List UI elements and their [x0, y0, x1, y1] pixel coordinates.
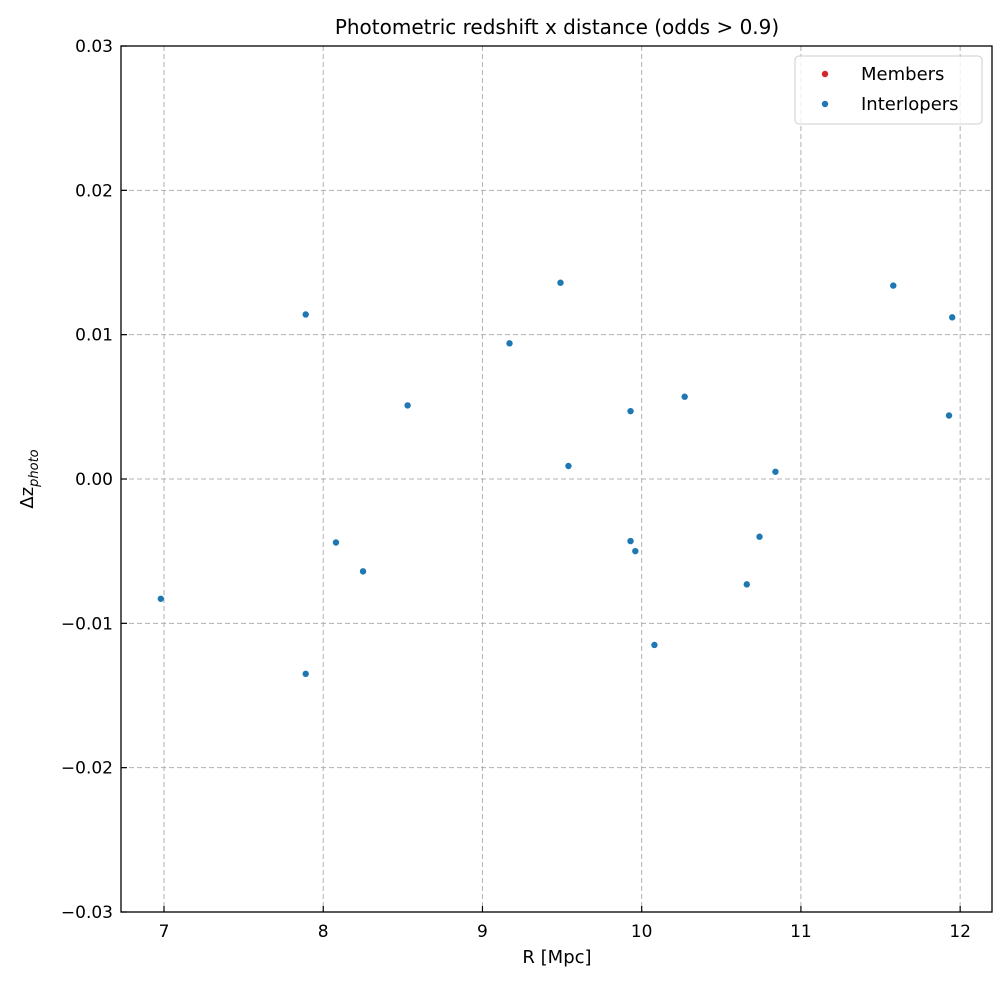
point-interlopers-1 [302, 311, 309, 318]
point-interlopers-8 [565, 462, 572, 470]
data-points [157, 279, 956, 678]
y-axis-label-base: Δz [17, 487, 38, 509]
y-tick-label: −0.02 [61, 759, 113, 779]
point-interlopers-19 [948, 314, 956, 321]
point-interlopers-12 [651, 641, 658, 649]
point-interlopers-13 [681, 393, 688, 400]
point-interlopers-10 [627, 537, 634, 545]
x-tick-label: 10 [631, 922, 653, 942]
y-tick-label: −0.03 [61, 903, 113, 923]
legend-marker-interlopers [821, 100, 829, 108]
legend-label-members: Members [861, 64, 944, 85]
y-axis-label-subscript: photo [27, 449, 42, 488]
point-interlopers-16 [772, 468, 779, 475]
point-interlopers-17 [890, 282, 897, 289]
x-tick-label: 12 [949, 922, 971, 942]
legend: Members Interlopers [794, 55, 983, 125]
point-interlopers-15 [756, 533, 763, 540]
point-interlopers-0 [157, 595, 165, 602]
chart-title: Photometric redshift x distance (odds > … [335, 15, 779, 39]
point-interlopers-11 [632, 547, 639, 555]
y-axis-label: Δzphoto [17, 449, 42, 508]
x-tick-label: 8 [318, 922, 329, 942]
x-tick-label: 7 [159, 922, 170, 942]
y-tick-label: 0.02 [75, 181, 113, 201]
grid-lines [121, 45, 992, 913]
point-interlopers-9 [627, 407, 634, 415]
legend-label-interlopers: Interlopers [861, 94, 959, 115]
legend-marker-members [821, 70, 829, 78]
legend-box [794, 55, 983, 125]
y-tick-label: 0.01 [75, 326, 113, 346]
point-interlopers-6 [506, 340, 513, 347]
point-interlopers-14 [743, 581, 750, 588]
x-tick-label: 9 [477, 922, 488, 942]
point-interlopers-3 [332, 539, 340, 546]
point-interlopers-5 [404, 402, 411, 409]
point-interlopers-2 [302, 670, 309, 678]
x-tick-label: 11 [790, 922, 812, 942]
y-tick-label: 0.00 [75, 470, 113, 490]
point-interlopers-18 [945, 412, 953, 419]
point-interlopers-7 [557, 279, 564, 286]
y-tick-label: 0.03 [75, 37, 113, 57]
y-tick-label: −0.01 [61, 614, 113, 634]
x-axis-label: R [Mpc] [522, 947, 591, 968]
point-interlopers-4 [359, 568, 367, 575]
axis-ticks: 7 8 9 10 11 12 −0.03 −0.02 −0.01 0.00 0.01 0.02 0.03 [61, 37, 971, 942]
